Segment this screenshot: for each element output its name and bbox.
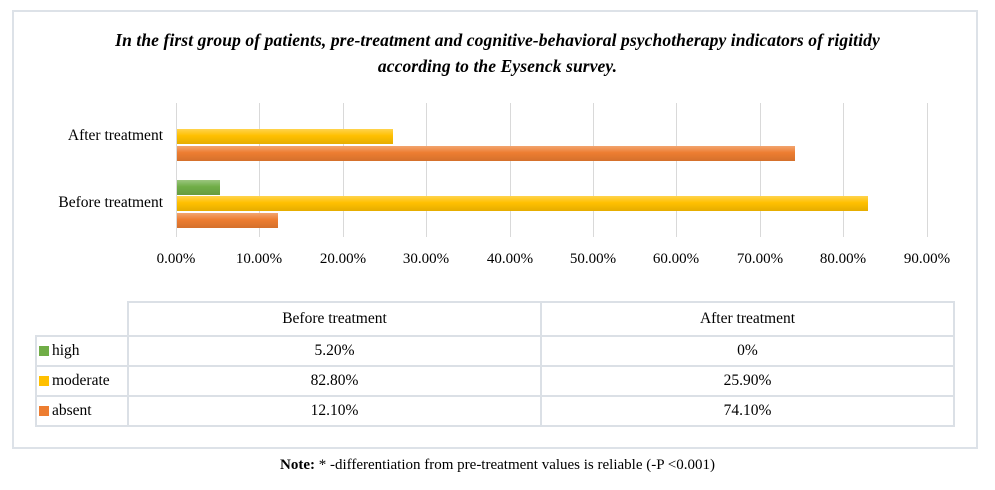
x-axis-tick-label: 40.00%	[486, 251, 534, 267]
table-header-row: Before treatment After treatment	[36, 301, 955, 337]
x-axis-tick-label: 20.00%	[319, 251, 367, 267]
gridline	[676, 103, 677, 237]
legend-label: absent	[52, 402, 92, 419]
x-axis-tick-label: 30.00%	[402, 251, 450, 267]
footnote-label: Note:	[280, 457, 315, 473]
x-axis-tick-label: 70.00%	[736, 251, 784, 267]
category-label: Before treatment	[58, 194, 163, 211]
category-label: After treatment	[67, 127, 163, 144]
chart-title: In the first group of patients, pre-trea…	[115, 30, 880, 77]
table-header-after: After treatment	[540, 301, 955, 337]
x-axis-tick-label: 80.00%	[819, 251, 867, 267]
cell-absent-after: 74.10%	[540, 395, 955, 427]
cell-high-after: 0%	[540, 335, 955, 367]
legend-label: high	[52, 342, 80, 359]
gridline	[593, 103, 594, 237]
legend-item-high: high	[35, 335, 129, 367]
data-table: Before treatment After treatment high 5.…	[35, 301, 955, 427]
cell-high-before: 5.20%	[127, 335, 542, 367]
gridline	[176, 103, 177, 237]
x-axis-tick-label: 60.00%	[652, 251, 700, 267]
cell-moderate-before: 82.80%	[127, 365, 542, 397]
x-axis-tick-label: 50.00%	[569, 251, 617, 267]
bar-absent	[177, 212, 278, 228]
x-axis-tick-label: 0.00%	[156, 251, 196, 267]
bar-absent	[177, 145, 795, 161]
table-corner-cell	[36, 302, 129, 337]
x-axis-tick-label: 10.00%	[235, 251, 283, 267]
gridline	[843, 103, 844, 237]
bar-moderate	[177, 196, 868, 211]
footnote-text: * -differentiation from pre-treatment va…	[314, 457, 715, 473]
cell-absent-before: 12.10%	[127, 395, 542, 427]
gridline	[760, 103, 761, 237]
gridline	[510, 103, 511, 237]
legend-item-moderate: moderate	[35, 365, 129, 397]
cell-moderate-after: 25.90%	[540, 365, 955, 397]
gridline	[259, 103, 260, 237]
legend-key-high-icon	[39, 346, 49, 356]
table-row: moderate 82.80% 25.90%	[35, 365, 955, 397]
gridline	[927, 103, 928, 237]
bar-high	[177, 179, 220, 195]
table-row: high 5.20% 0%	[35, 335, 955, 367]
gridline	[343, 103, 344, 237]
legend-item-absent: absent	[35, 395, 129, 427]
table-row: absent 12.10% 74.10%	[35, 395, 955, 427]
x-axis-tick-label: 90.00%	[903, 251, 951, 267]
legend-key-absent-icon	[39, 406, 49, 416]
bar-moderate	[177, 129, 393, 144]
table-header-before: Before treatment	[127, 301, 542, 337]
footnote: Note: * -differentiation from pre-treatm…	[0, 457, 995, 474]
gridline	[426, 103, 427, 237]
legend-key-moderate-icon	[39, 376, 49, 386]
legend-label: moderate	[52, 372, 110, 389]
